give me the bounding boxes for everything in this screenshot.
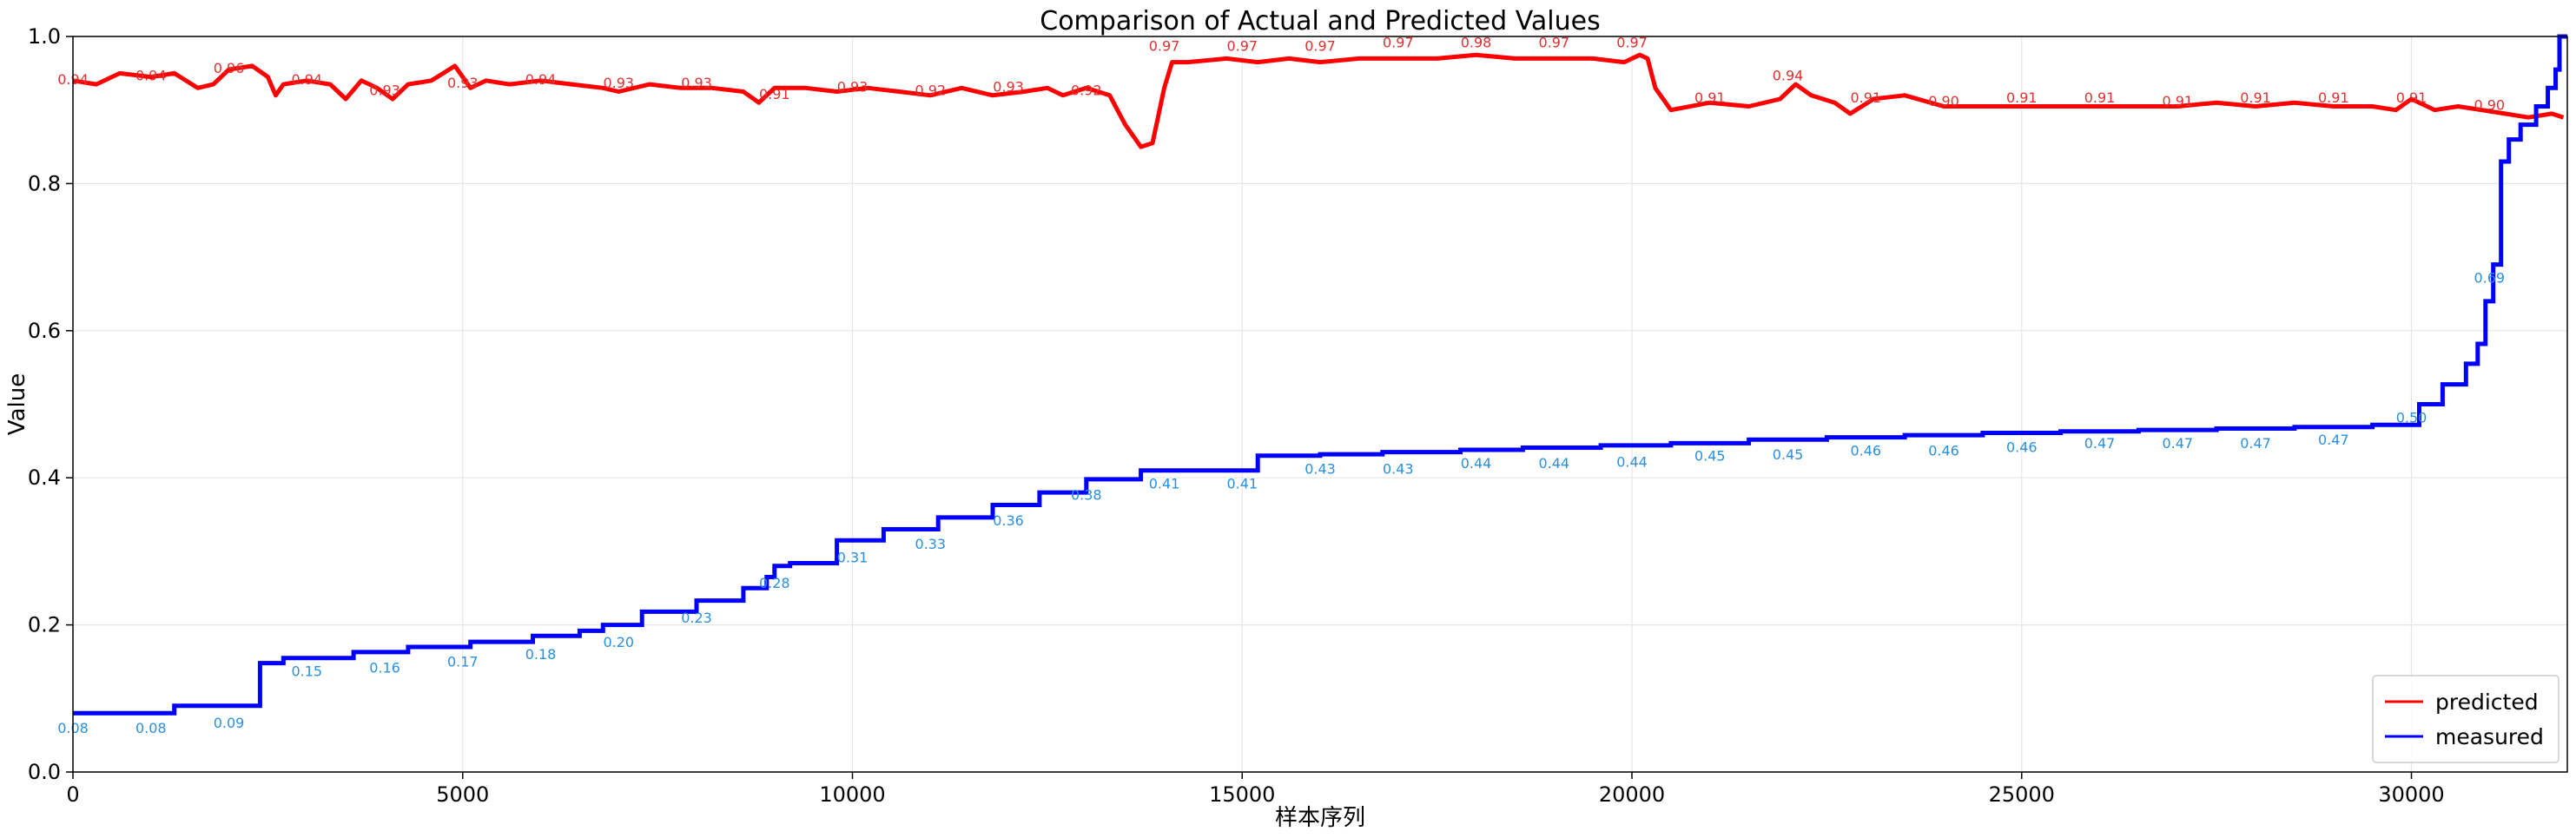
data-label-measured: 0.31 <box>837 549 869 565</box>
data-label-predicted: 0.93 <box>369 82 400 99</box>
x-tick-label: 10000 <box>819 782 885 807</box>
data-label-measured: 0.43 <box>1305 461 1336 478</box>
data-label-predicted: 0.91 <box>2084 89 2116 106</box>
data-label-measured: 0.45 <box>1694 447 1726 464</box>
data-label-predicted: 0.93 <box>603 75 634 91</box>
data-label-predicted: 0.94 <box>1773 68 1804 84</box>
x-axis-ticks: 0 5000 10000 15000 20000 25000 30000 <box>66 772 2445 807</box>
data-label-measured: 0.47 <box>2240 435 2271 452</box>
data-label-predicted: 0.92 <box>1071 82 1102 99</box>
data-label-measured: 0.38 <box>1071 486 1102 503</box>
y-tick-label: 0.8 <box>28 171 61 195</box>
data-label-predicted: 0.97 <box>1383 34 1414 50</box>
data-labels: 0.94 0.94 0.96 0.94 0.93 0.93 0.94 0.93 0.93 0.91… <box>57 34 2505 736</box>
data-label-predicted: 0.96 <box>214 60 245 76</box>
legend-label-measured: measured <box>2435 724 2544 749</box>
data-label-measured: 0.16 <box>369 659 400 676</box>
data-label-measured: 0.18 <box>525 646 557 663</box>
y-tick-label: 0.0 <box>28 760 61 784</box>
data-label-measured: 0.69 <box>2474 270 2505 287</box>
x-tick-label: 20000 <box>1599 782 1665 807</box>
data-label-measured: 0.47 <box>2162 435 2193 452</box>
chart-title: Comparison of Actual and Predicted Value… <box>1040 6 1600 36</box>
data-label-predicted: 0.91 <box>2396 89 2427 106</box>
data-label-measured: 0.46 <box>2006 439 2038 455</box>
data-label-predicted: 0.94 <box>291 71 322 88</box>
data-label-predicted: 0.91 <box>759 86 790 102</box>
data-label-measured: 0.23 <box>681 610 712 626</box>
data-label-measured: 0.36 <box>993 512 1024 529</box>
data-label-predicted: 0.94 <box>525 71 557 88</box>
data-label-measured: 0.20 <box>603 634 634 650</box>
data-label-measured: 0.28 <box>759 575 790 591</box>
data-label-predicted: 0.93 <box>837 78 869 95</box>
data-label-measured: 0.08 <box>135 720 167 736</box>
data-label-predicted: 0.93 <box>993 78 1024 95</box>
legend-label-predicted: predicted <box>2435 690 2539 715</box>
data-label-measured: 0.45 <box>1773 446 1804 463</box>
series-line-measured <box>73 34 2567 716</box>
data-label-predicted: 0.91 <box>2006 89 2038 106</box>
data-label-measured: 0.50 <box>2396 409 2427 426</box>
y-axis-label: Value <box>4 373 30 435</box>
data-label-predicted: 0.97 <box>1305 38 1336 55</box>
data-label-measured: 0.47 <box>2084 435 2116 452</box>
data-label-measured: 0.44 <box>1461 455 1492 472</box>
y-tick-label: 0.2 <box>28 613 61 637</box>
data-label-predicted: 0.97 <box>1226 38 1258 55</box>
data-label-predicted: 0.93 <box>447 75 479 91</box>
data-label-measured: 0.46 <box>1928 443 1959 459</box>
data-label-predicted: 0.93 <box>681 75 712 91</box>
data-label-measured: 0.44 <box>1616 453 1648 470</box>
data-label-predicted: 0.94 <box>135 68 167 84</box>
y-tick-label: 0.6 <box>28 319 61 343</box>
x-axis-label: 样本序列 <box>1275 805 1365 831</box>
data-label-measured: 0.41 <box>1149 476 1180 492</box>
data-label-measured: 0.41 <box>1226 476 1258 492</box>
x-tick-label: 15000 <box>1209 782 1275 807</box>
x-tick-label: 30000 <box>2378 782 2444 807</box>
data-label-measured: 0.43 <box>1383 461 1414 478</box>
data-label-measured: 0.47 <box>2318 432 2349 448</box>
x-tick-label: 5000 <box>436 782 489 807</box>
data-label-predicted: 0.97 <box>1616 34 1648 50</box>
data-label-predicted: 0.90 <box>2474 96 2505 113</box>
data-label-predicted: 0.91 <box>1694 89 1726 106</box>
data-label-measured: 0.44 <box>1538 455 1569 472</box>
data-label-measured: 0.33 <box>915 536 946 552</box>
data-label-measured: 0.09 <box>214 715 245 731</box>
data-label-predicted: 0.91 <box>1850 89 1881 106</box>
data-label-measured: 0.15 <box>291 663 322 680</box>
series-layer <box>72 34 2567 716</box>
data-label-predicted: 0.97 <box>1538 34 1569 50</box>
x-tick-label: 25000 <box>1989 782 2055 807</box>
plot-frame <box>72 36 2568 773</box>
legend-box <box>2372 675 2559 763</box>
series-line-predicted <box>72 52 2565 149</box>
data-label-predicted: 0.92 <box>915 82 946 99</box>
data-label-predicted: 0.98 <box>1461 34 1492 50</box>
data-label-predicted: 0.91 <box>2240 89 2271 106</box>
data-label-measured: 0.17 <box>447 654 479 670</box>
data-label-predicted: 0.90 <box>1928 93 1959 109</box>
data-label-predicted: 0.97 <box>1149 38 1180 55</box>
y-axis-ticks: 0.0 0.2 0.4 0.6 0.8 1.0 <box>28 24 73 784</box>
legend: predicted measured <box>2372 675 2559 763</box>
y-tick-label: 1.0 <box>28 24 61 49</box>
data-label-predicted: 0.91 <box>2318 89 2349 106</box>
x-tick-label: 0 <box>66 782 79 807</box>
data-label-measured: 0.46 <box>1850 443 1881 459</box>
data-label-predicted: 0.91 <box>2162 93 2193 109</box>
y-tick-label: 0.4 <box>28 465 61 490</box>
